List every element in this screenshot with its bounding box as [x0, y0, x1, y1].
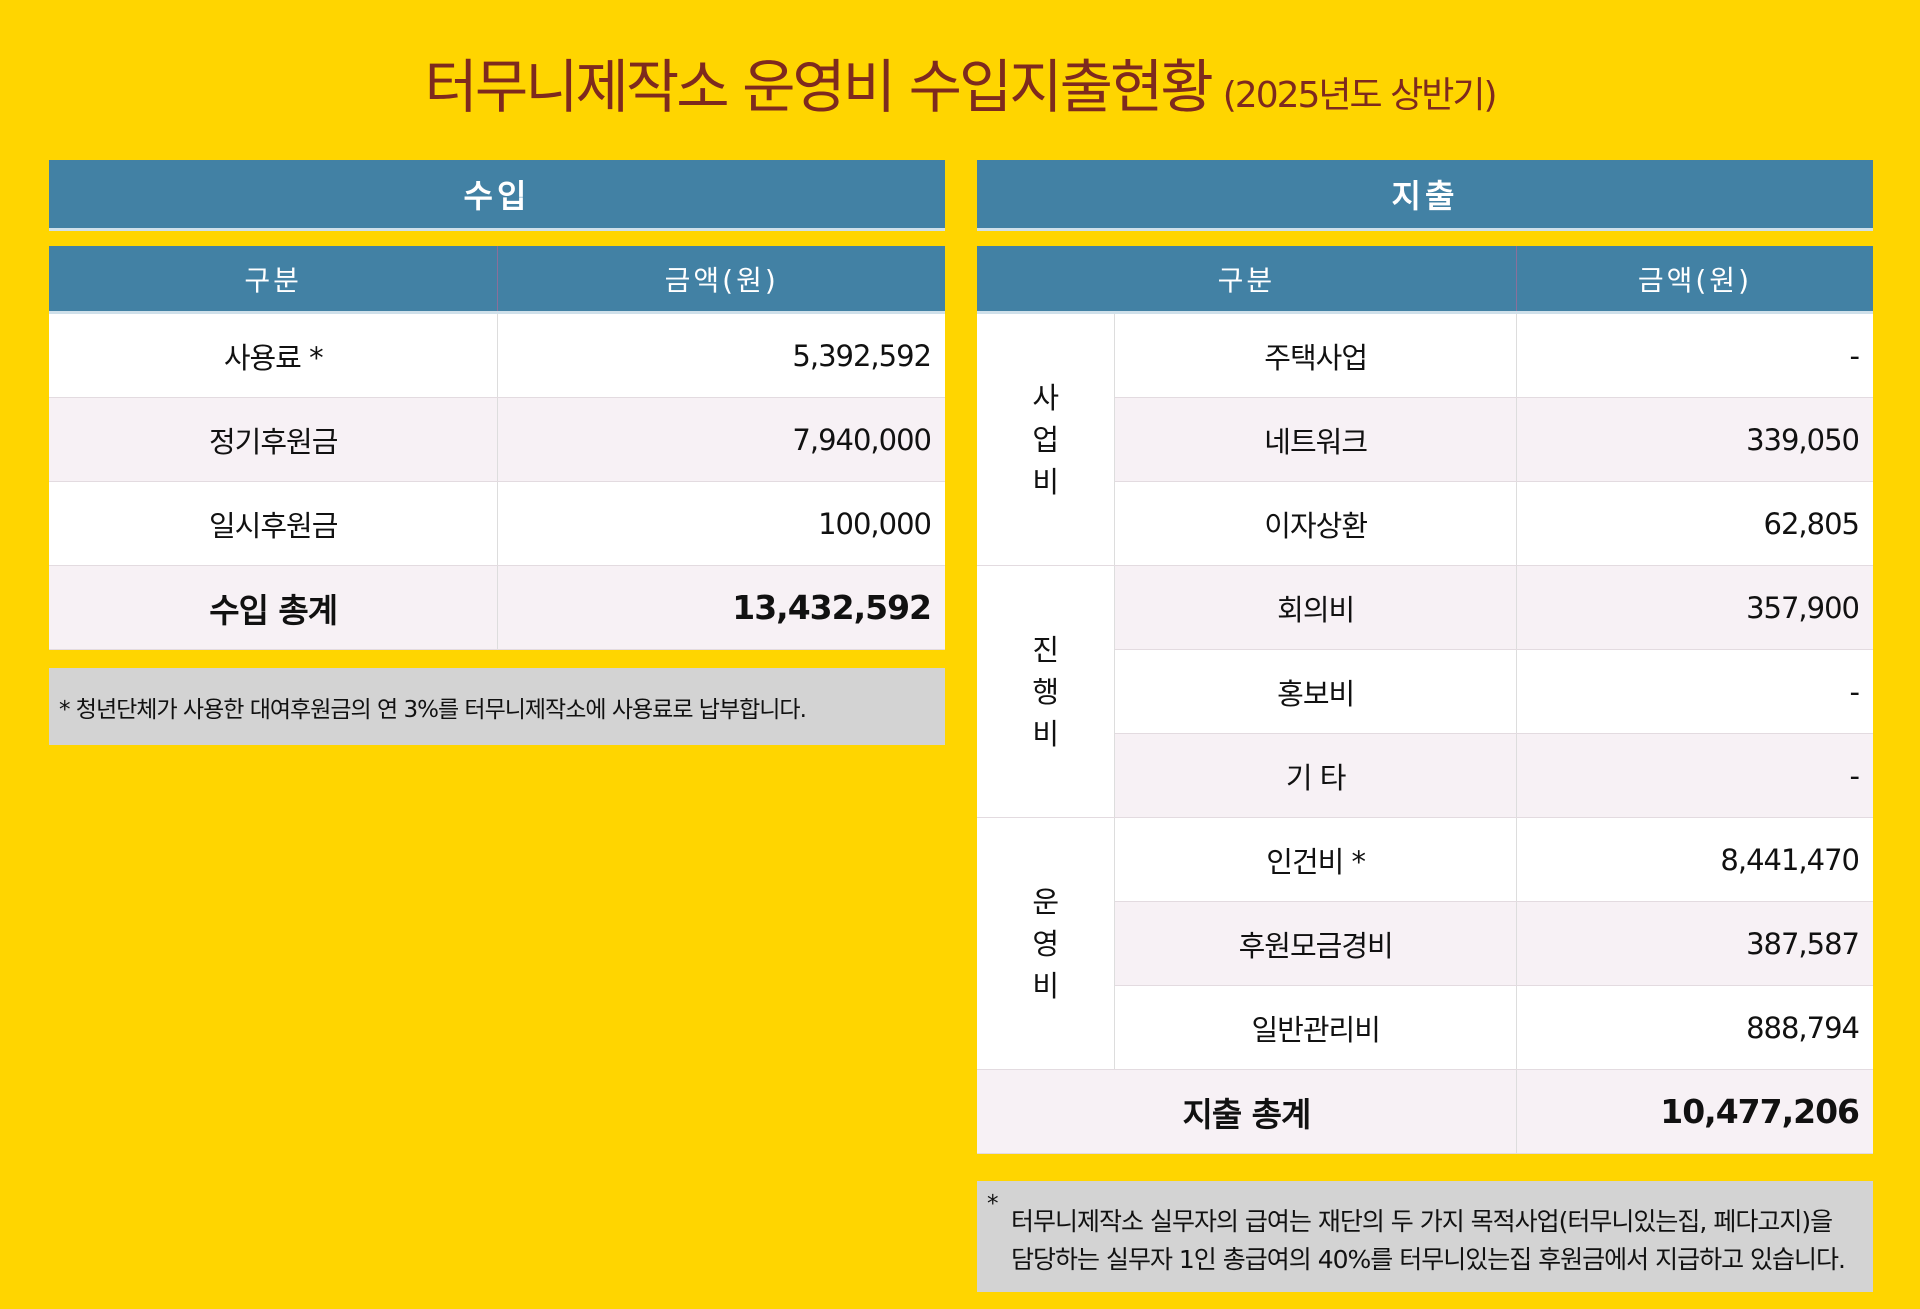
table-row: 홍보비 -	[977, 649, 1873, 734]
row-label: 네트워크	[1114, 397, 1517, 482]
row-label: 기 타	[1114, 733, 1517, 818]
expense-table: 구분 금액(원) 사업비 주택사업 - 네트워크 339,050 이자상환 62,805 진행…	[977, 246, 1873, 1154]
note-line: 터무니제작소 실무자의 급여는 재단의 두 가지 목적사업(터무니있는집, 페다…	[1011, 1207, 1833, 1236]
row-label: 주택사업	[1114, 312, 1517, 398]
row-amount: 339,050	[1516, 397, 1873, 482]
note-line: 담당하는 실무자 1인 총급여의 40%를 터무니있는집 후원금에서 지급하고 …	[1011, 1245, 1846, 1274]
category-cell: 진행비	[977, 565, 1116, 818]
table-row: 기 타-	[977, 733, 1873, 818]
total-label: 지출 총계	[977, 1069, 1517, 1154]
row-amount: 7,940,000	[497, 397, 945, 482]
expense-panel: 지출 구분 금액(원) 사업비 주택사업 - 네트워크 339,050 이자상환 62,80…	[977, 160, 1873, 1292]
category-label: 사업비	[1032, 380, 1060, 499]
row-amount: 62,805	[1516, 481, 1873, 566]
row-label: 후원모금경비	[1114, 901, 1517, 986]
row-label: 정기후원금	[49, 397, 499, 482]
income-table: 구분 금액(원) 사용료 * 5,392,592 정기후원금 7,940,000…	[49, 246, 945, 650]
row-amount: 357,900	[1516, 565, 1873, 650]
column-header-amount: 금액(원)	[497, 246, 945, 314]
title-sub: (2025년도 상반기)	[1222, 75, 1498, 116]
row-label: 인건비 *	[1114, 817, 1517, 902]
table-row: 진행비 회의비 357,900	[977, 565, 1873, 818]
total-row: 지출 총계 10,477,206	[977, 1069, 1873, 1154]
income-note: * 청년단체가 사용한 대여후원금의 연 3%를 터무니제작소에 사용료로 납부…	[49, 668, 945, 745]
row-amount: -	[1516, 733, 1873, 818]
table-row: 일시후원금 100,000	[49, 481, 945, 566]
title-main: 터무니제작소 운영비 수입지출현황	[424, 53, 1213, 121]
row-amount: -	[1516, 312, 1873, 398]
row-label: 사용료 *	[49, 312, 499, 398]
table-row: 후원모금경비 387,587	[977, 901, 1873, 986]
total-label: 수입 총계	[49, 565, 499, 650]
column-header-amount: 금액(원)	[1516, 246, 1873, 314]
table-row: 일반관리비 888,794	[977, 985, 1873, 1070]
total-row: 수입 총계 13,432,592	[49, 565, 945, 650]
expense-note: * 터무니제작소 실무자의 급여는 재단의 두 가지 목적사업(터무니있는집, …	[977, 1181, 1873, 1292]
row-amount: 387,587	[1516, 901, 1873, 986]
table-row: 정기후원금 7,940,000	[49, 397, 945, 482]
expense-heading: 지출	[977, 160, 1873, 231]
table-row: 네트워크 339,050	[977, 397, 1873, 482]
category-label: 진행비	[1032, 632, 1060, 751]
table-row: 사용료 * 5,392,592	[49, 312, 945, 398]
row-amount: 5,392,592	[497, 312, 945, 398]
category-label: 운영비	[1032, 884, 1060, 1003]
income-heading: 수입	[49, 160, 945, 231]
row-label: 이자상환	[1114, 481, 1517, 566]
row-amount: 888,794	[1516, 985, 1873, 1070]
page-title: 터무니제작소 운영비 수입지출현황 (2025년도 상반기)	[0, 40, 1920, 124]
table-row: 사업비 주택사업 -	[977, 312, 1873, 566]
income-panel: 수입 구분 금액(원) 사용료 * 5,392,592 정기후원금 7,940,…	[49, 160, 945, 745]
category-cell: 운영비	[977, 817, 1116, 1070]
total-amount: 10,477,206	[1516, 1069, 1873, 1154]
note-asterisk: *	[987, 1191, 998, 1217]
row-amount: -	[1516, 649, 1873, 734]
row-amount: 8,441,470	[1516, 817, 1873, 902]
row-amount: 100,000	[497, 481, 945, 566]
row-label: 홍보비	[1114, 649, 1517, 734]
column-header-category: 구분	[49, 246, 499, 314]
row-label: 일반관리비	[1114, 985, 1517, 1070]
table-row: 이자상환 62,805	[977, 481, 1873, 566]
row-label: 회의비	[1114, 565, 1517, 650]
column-header-category: 구분	[977, 246, 1517, 314]
table-row: 운영비 인건비 * 8,441,470	[977, 817, 1873, 1070]
total-amount: 13,432,592	[497, 565, 945, 650]
row-label: 일시후원금	[49, 481, 499, 566]
category-cell: 사업비	[977, 312, 1116, 566]
